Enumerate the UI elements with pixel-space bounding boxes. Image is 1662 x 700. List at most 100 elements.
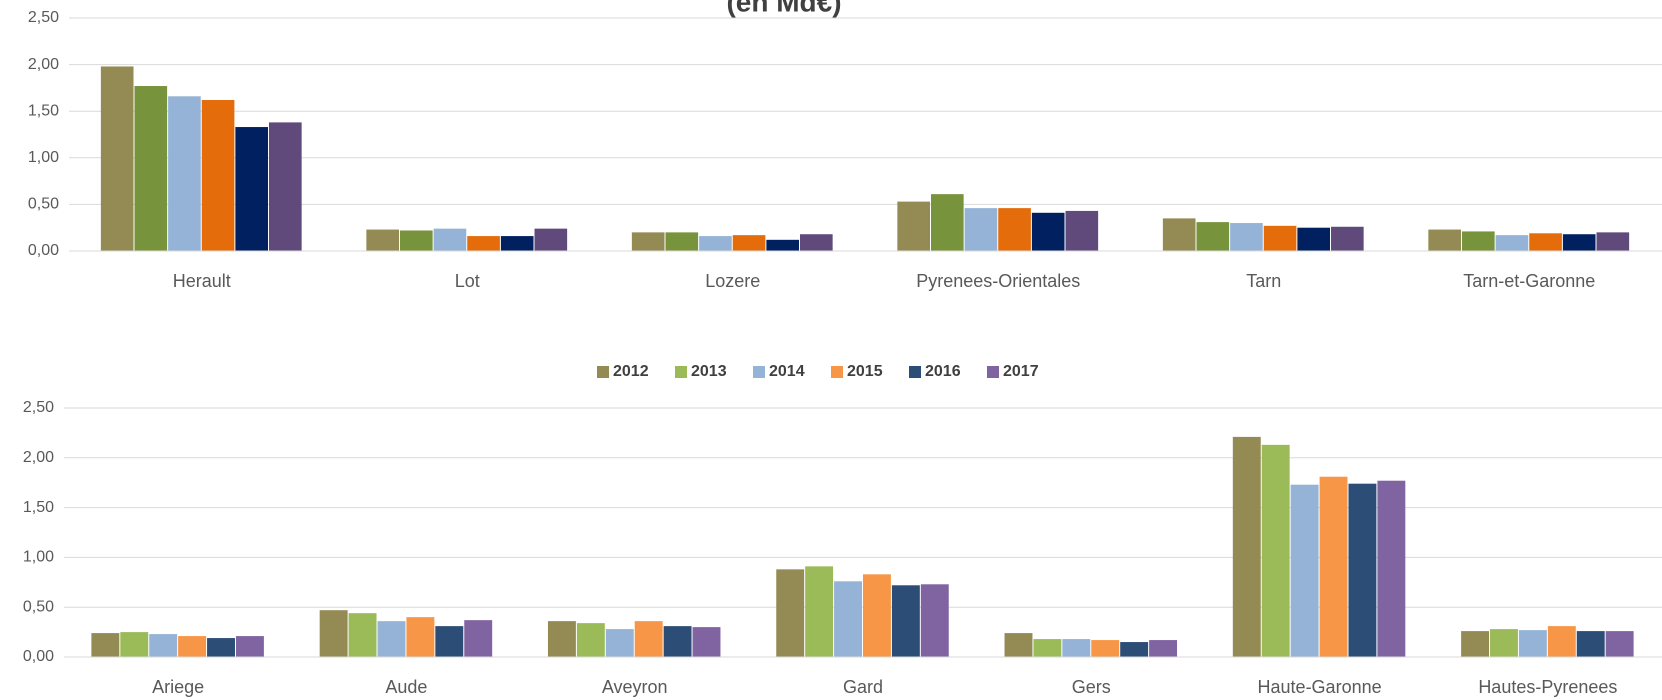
bar <box>1091 640 1120 657</box>
x-tick-label: Lot <box>455 271 480 291</box>
bar <box>1319 476 1348 657</box>
y-tick-label: 1,50 <box>23 499 54 516</box>
bar <box>891 585 920 657</box>
legend-swatch <box>597 366 609 378</box>
bar <box>1196 222 1230 251</box>
bar <box>433 228 467 251</box>
bar <box>149 634 178 657</box>
bar <box>1495 235 1529 251</box>
bar <box>319 610 348 657</box>
x-tick-label: Ariege <box>152 677 204 697</box>
bar <box>377 621 406 657</box>
bar <box>1263 225 1297 251</box>
bar <box>534 228 568 251</box>
bar <box>1518 630 1547 657</box>
bar <box>800 234 833 251</box>
y-tick-label: 2,00 <box>23 449 54 466</box>
y-tick-label: 0,50 <box>28 196 59 213</box>
bar <box>207 638 235 657</box>
bar <box>467 236 500 251</box>
y-tick-label: 0,00 <box>23 648 54 665</box>
x-tick-label: Herault <box>173 271 231 291</box>
legend-swatch <box>675 366 687 378</box>
y-tick-label: 2,50 <box>28 9 59 26</box>
bar <box>399 230 433 251</box>
bar <box>998 208 1031 251</box>
legend-label: 2012 <box>613 363 649 380</box>
y-tick-label: 0,50 <box>23 598 54 615</box>
bar <box>766 239 800 251</box>
bar <box>1348 483 1377 657</box>
y-tick-label: 0,00 <box>28 242 59 259</box>
bar <box>1605 631 1634 657</box>
bar <box>1547 626 1576 657</box>
bar <box>348 613 377 657</box>
legend-label: 2015 <box>847 363 883 380</box>
bar <box>269 122 302 251</box>
bar <box>1162 218 1196 251</box>
x-tick-label: Lozere <box>705 271 760 291</box>
bar <box>776 569 805 657</box>
bar <box>1461 231 1495 251</box>
legend-swatch <box>753 366 765 378</box>
bar <box>168 96 201 252</box>
bar <box>1261 444 1290 657</box>
bar <box>605 629 634 657</box>
bar <box>1428 229 1461 251</box>
bar <box>732 235 766 251</box>
x-tick-label: Hautes-Pyrenees <box>1478 677 1617 697</box>
bar <box>1232 436 1261 657</box>
bar <box>964 208 998 251</box>
bar <box>1297 227 1331 251</box>
bar <box>1529 233 1562 251</box>
chart-title: (en Md€) <box>726 0 841 17</box>
bar <box>1031 212 1065 251</box>
legend-swatch <box>831 366 843 378</box>
bar <box>692 627 721 657</box>
legend-label: 2014 <box>769 363 805 380</box>
bar <box>235 127 269 251</box>
y-tick-label: 1,00 <box>28 149 59 166</box>
bar <box>366 229 399 251</box>
bar <box>1377 480 1406 657</box>
bar <box>1331 226 1364 251</box>
legend-label: 2013 <box>691 363 727 380</box>
x-tick-label: Tarn <box>1246 271 1281 291</box>
x-tick-label: Tarn-et-Garonne <box>1463 271 1595 291</box>
bar <box>435 626 464 657</box>
y-tick-label: 1,00 <box>23 549 54 566</box>
x-tick-label: Gard <box>843 677 883 697</box>
bar <box>201 100 235 252</box>
bar <box>235 636 264 657</box>
bar <box>634 621 663 657</box>
bar <box>1562 234 1596 251</box>
x-tick-label: Aveyron <box>602 677 668 697</box>
bar <box>1290 484 1319 657</box>
bar <box>1033 639 1062 657</box>
bar <box>547 621 576 657</box>
bar <box>134 86 168 251</box>
bar <box>1596 232 1630 251</box>
bar <box>1065 210 1099 251</box>
bar <box>834 581 862 657</box>
bar <box>1149 640 1178 657</box>
bar <box>464 620 493 657</box>
bar <box>91 633 120 657</box>
bar <box>500 236 534 251</box>
bar <box>120 632 149 657</box>
bar <box>863 574 891 657</box>
bar <box>920 584 949 657</box>
bar <box>100 66 134 252</box>
bar <box>805 566 834 657</box>
legend-swatch <box>987 366 999 378</box>
bar <box>663 626 692 657</box>
bar <box>1004 633 1033 657</box>
y-tick-label: 1,50 <box>28 102 59 119</box>
x-tick-label: Pyrenees-Orientales <box>916 271 1080 291</box>
bar <box>699 236 732 251</box>
bar <box>1230 223 1263 251</box>
bar <box>576 623 605 657</box>
bar <box>1120 642 1149 657</box>
bar <box>1490 629 1518 657</box>
legend-swatch <box>909 366 921 378</box>
